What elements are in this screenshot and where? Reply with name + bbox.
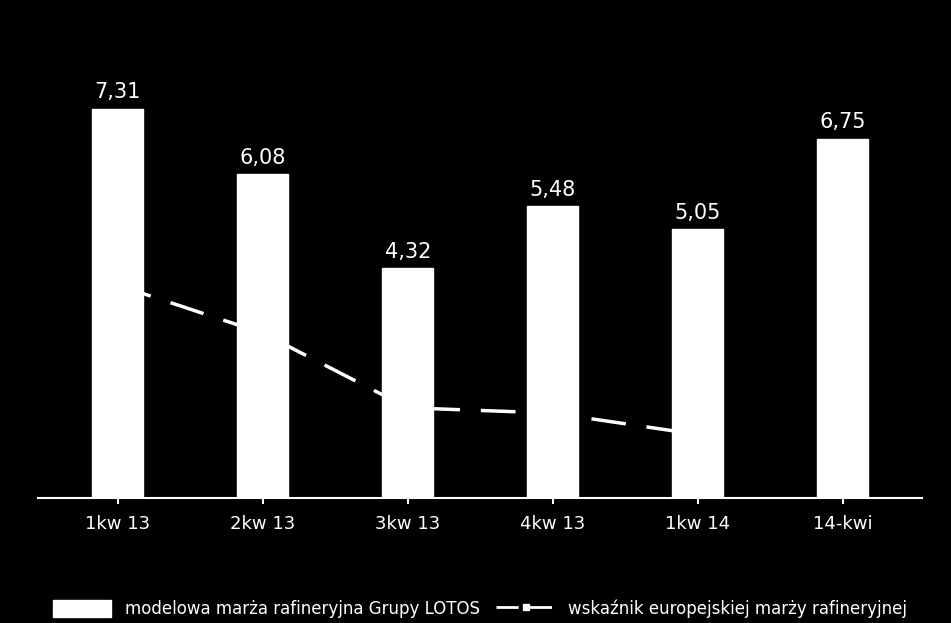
Text: 7,31: 7,31 (94, 82, 141, 102)
Bar (382, 268, 433, 498)
Text: 6,08: 6,08 (240, 148, 286, 168)
Legend: modelowa marża rafineryjna Grupy LOTOS, wskaźnik europejskiej marży rafineryjnej: modelowa marża rafineryjna Grupy LOTOS, … (47, 592, 914, 623)
Bar (528, 206, 578, 498)
Bar (238, 174, 288, 498)
Bar (672, 229, 723, 498)
Bar (92, 109, 144, 498)
Text: 5,48: 5,48 (530, 180, 576, 200)
Text: 4,32: 4,32 (384, 242, 431, 262)
Text: 5,05: 5,05 (674, 203, 721, 223)
Text: 6,75: 6,75 (820, 112, 866, 132)
Bar (817, 139, 868, 498)
